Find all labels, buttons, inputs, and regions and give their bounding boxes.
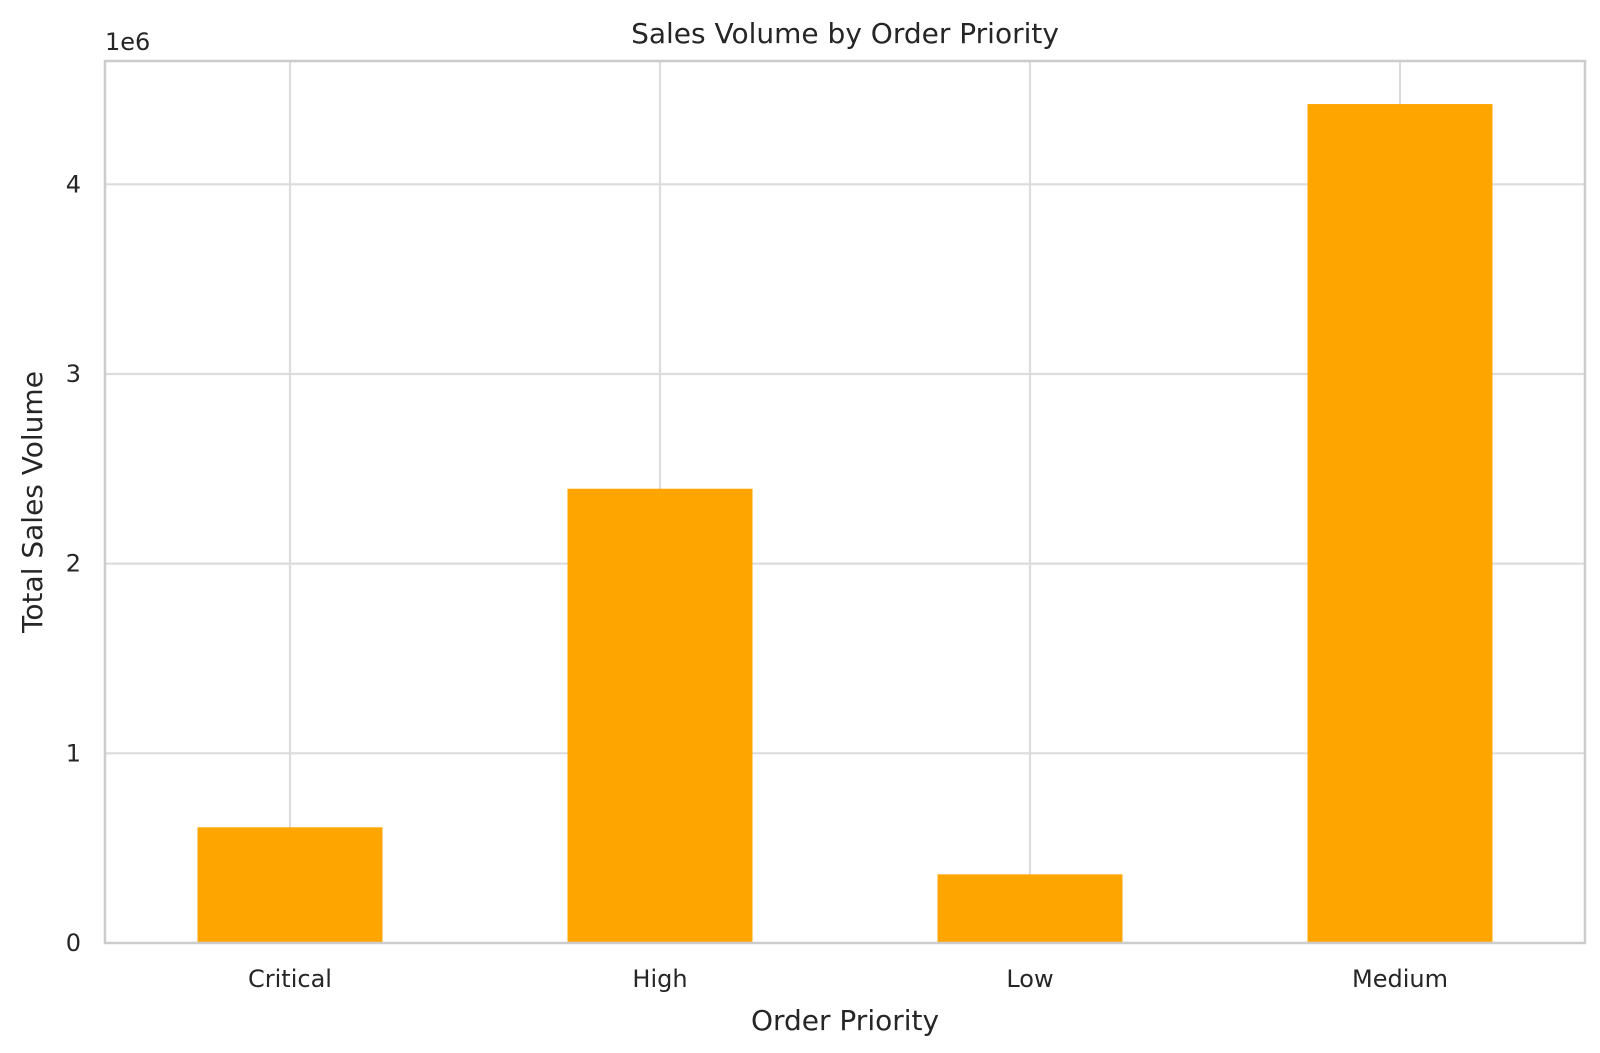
x-axis-ticks: Critical High Low Medium xyxy=(248,965,1448,993)
y-tick-label: 0 xyxy=(66,929,81,957)
y-tick-label: 4 xyxy=(66,170,81,198)
y-tick-label: 2 xyxy=(66,550,81,578)
chart-title: Sales Volume by Order Priority xyxy=(631,17,1059,50)
bar-critical xyxy=(197,827,383,943)
y-tick-label: 1 xyxy=(66,739,81,767)
y-axis-title: Total Sales Volume xyxy=(16,371,49,634)
y-tick-label: 3 xyxy=(66,360,81,388)
x-tick-label: Low xyxy=(1006,965,1053,993)
x-tick-label: Medium xyxy=(1352,965,1448,993)
bars xyxy=(197,104,1493,944)
x-tick-label: High xyxy=(632,965,687,993)
bar-high xyxy=(567,488,753,943)
plot-frame xyxy=(103,59,1587,945)
bar-low xyxy=(937,874,1123,943)
x-tick-label: Critical xyxy=(248,965,332,993)
bar-medium xyxy=(1307,104,1493,944)
x-axis-title: Order Priority xyxy=(751,1004,939,1037)
y-axis-ticks: 0 1 2 3 4 xyxy=(66,170,81,957)
y-axis-offset-label: 1e6 xyxy=(105,28,150,56)
